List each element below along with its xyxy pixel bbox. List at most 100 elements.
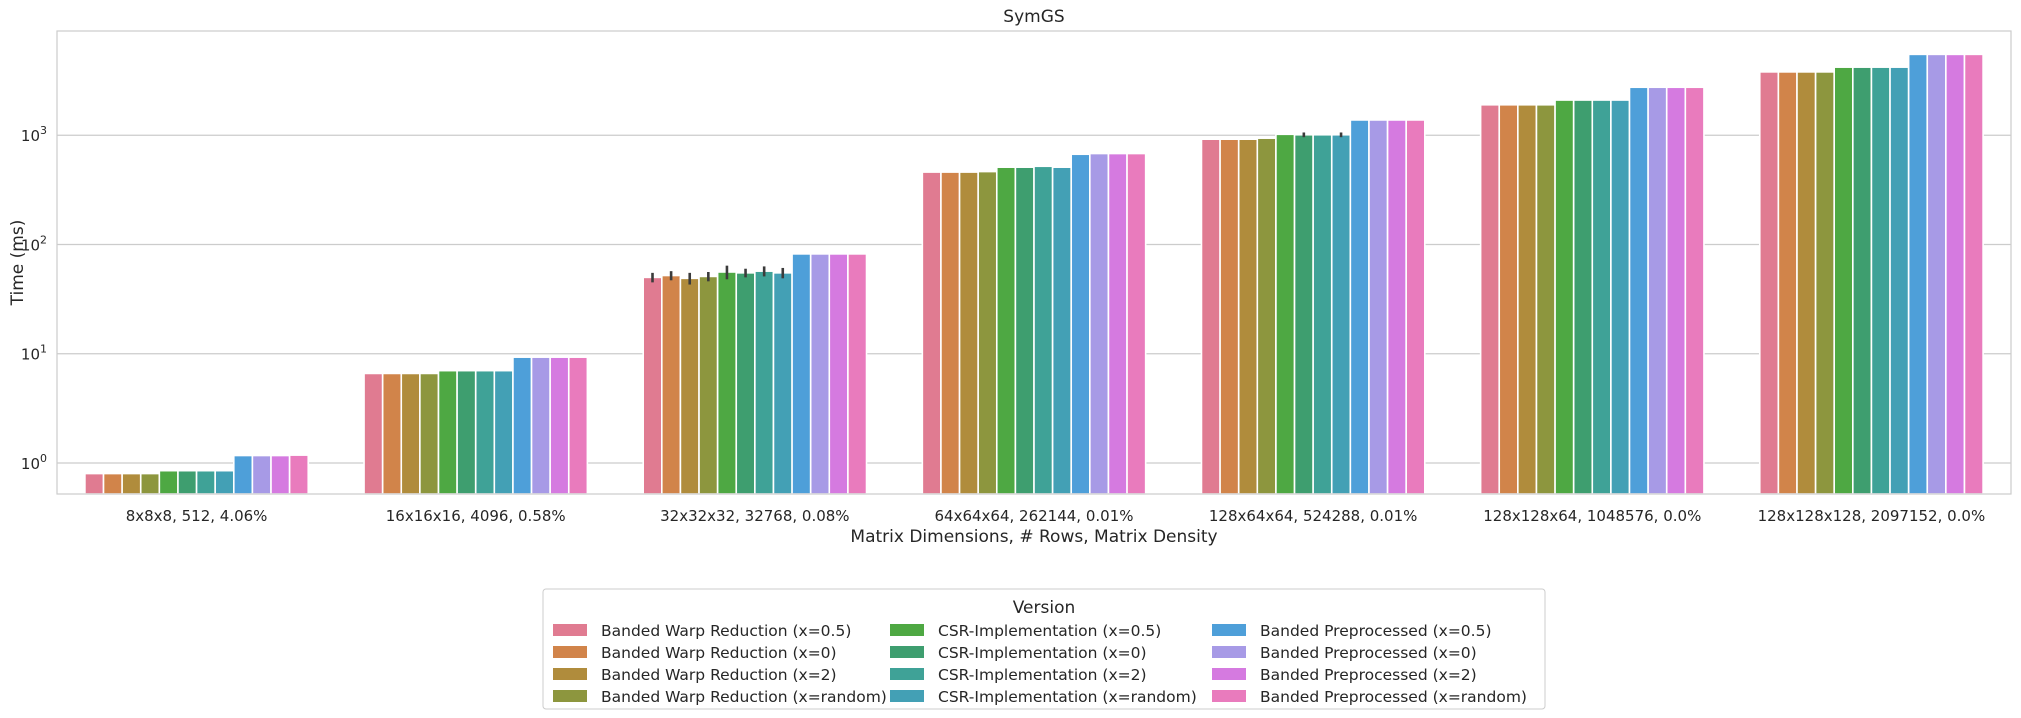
bar-9-3 bbox=[1089, 152, 1110, 495]
bar-1-0 bbox=[102, 472, 123, 495]
legend-swatch bbox=[890, 668, 924, 680]
bar-0-5 bbox=[1479, 103, 1501, 495]
bar-9-0 bbox=[251, 454, 272, 495]
bar-2-2 bbox=[679, 277, 700, 495]
bar-7-1 bbox=[493, 369, 514, 495]
y-axis: 100 101 102 103 bbox=[21, 124, 47, 473]
bar-9-1 bbox=[530, 356, 551, 495]
legend-title: Version bbox=[1013, 598, 1076, 618]
bar-0-0 bbox=[84, 472, 105, 495]
bar-0-3 bbox=[921, 171, 942, 495]
bar-8-0 bbox=[232, 454, 254, 495]
bar-6-3 bbox=[1033, 165, 1054, 495]
bar-10-3 bbox=[1107, 152, 1128, 495]
x-tick-label: 128x128x64, 1048576, 0.0% bbox=[1483, 507, 1701, 525]
bar-8-2 bbox=[791, 253, 812, 495]
x-tick-label: 128x128x128, 2097152, 0.0% bbox=[1758, 507, 1986, 525]
bar-2-6 bbox=[1796, 71, 1817, 495]
bar-2-5 bbox=[1517, 103, 1538, 495]
plot-frame bbox=[56, 30, 2012, 495]
bar-7-4 bbox=[1330, 133, 1352, 495]
x-tick-label: 64x64x64, 262144, 0.01% bbox=[935, 507, 1134, 525]
legend-swatch bbox=[1212, 668, 1246, 680]
bar-3-5 bbox=[1535, 103, 1556, 495]
bar-6-4 bbox=[1312, 133, 1333, 495]
legend-label: CSR-Implementation (x=2) bbox=[938, 666, 1147, 684]
bar-2-4 bbox=[1237, 138, 1259, 495]
legend-label: Banded Warp Reduction (x=2) bbox=[601, 666, 837, 684]
bar-11-5 bbox=[1684, 86, 1705, 495]
bar-10-4 bbox=[1386, 119, 1407, 495]
y-tick-label: 100 bbox=[21, 452, 47, 473]
legend-swatch bbox=[1212, 690, 1246, 702]
legend-swatch bbox=[553, 668, 587, 680]
bar-1-3 bbox=[940, 171, 961, 495]
bar-4-2 bbox=[716, 271, 738, 495]
bar-11-6 bbox=[1963, 53, 1984, 495]
bar-10-1 bbox=[549, 356, 570, 495]
bar-3-3 bbox=[977, 170, 998, 495]
bar-1-6 bbox=[1777, 71, 1798, 495]
bar-3-0 bbox=[139, 472, 161, 495]
bar-10-0 bbox=[270, 454, 291, 495]
bar-9-2 bbox=[809, 253, 831, 495]
bar-1-2 bbox=[661, 274, 682, 495]
bar-0-4 bbox=[1200, 138, 1221, 495]
bar-5-4 bbox=[1293, 133, 1314, 495]
legend-swatch bbox=[890, 690, 924, 702]
x-axis-label: Matrix Dimensions, # Rows, Matrix Densit… bbox=[850, 527, 1217, 547]
x-axis: 8x8x8, 512, 4.06% 16x16x16, 4096, 0.58% 32… bbox=[126, 507, 1986, 525]
legend-label: Banded Preprocessed (x=0) bbox=[1260, 644, 1477, 662]
bar-5-3 bbox=[1014, 166, 1035, 495]
bar-5-6 bbox=[1852, 66, 1873, 495]
bar-7-3 bbox=[1051, 166, 1073, 495]
bar-8-4 bbox=[1349, 119, 1370, 495]
legend-swatch bbox=[553, 624, 587, 636]
bar-5-0 bbox=[177, 469, 198, 495]
bar-0-6 bbox=[1758, 71, 1780, 495]
bar-10-5 bbox=[1665, 86, 1687, 495]
bar-11-3 bbox=[1126, 152, 1147, 495]
bar-4-1 bbox=[437, 369, 458, 495]
bar-6-6 bbox=[1870, 66, 1891, 495]
bar-11-0 bbox=[288, 454, 310, 495]
bar-1-1 bbox=[381, 372, 403, 495]
bar-4-4 bbox=[1275, 133, 1296, 495]
bar-11-4 bbox=[1405, 119, 1426, 495]
bar-8-6 bbox=[1907, 53, 1929, 495]
x-tick-label: 16x16x16, 4096, 0.58% bbox=[386, 507, 566, 525]
bar-11-1 bbox=[567, 356, 589, 495]
bar-5-2 bbox=[735, 272, 756, 495]
bar-3-1 bbox=[419, 372, 440, 495]
legend: Version Banded Warp Reduction (x=0.5) Ban… bbox=[542, 588, 1546, 710]
bar-9-4 bbox=[1368, 119, 1389, 495]
error-bars-layer bbox=[651, 132, 1343, 285]
bar-8-5 bbox=[1628, 86, 1649, 495]
y-tick-label: 101 bbox=[21, 343, 47, 364]
bar-7-5 bbox=[1610, 99, 1631, 495]
bar-6-5 bbox=[1591, 99, 1612, 495]
bar-2-3 bbox=[958, 171, 979, 495]
bar-11-2 bbox=[847, 253, 868, 495]
legend-label: Banded Warp Reduction (x=0) bbox=[601, 644, 837, 662]
bar-5-1 bbox=[456, 369, 477, 495]
bar-9-6 bbox=[1926, 53, 1947, 495]
bar-9-5 bbox=[1647, 86, 1668, 495]
bar-0-1 bbox=[363, 372, 384, 495]
bar-10-6 bbox=[1945, 53, 1966, 495]
bar-2-0 bbox=[121, 472, 142, 495]
bar-4-0 bbox=[158, 469, 179, 495]
legend-swatch bbox=[553, 690, 587, 702]
x-tick-label: 8x8x8, 512, 4.06% bbox=[126, 507, 268, 525]
bar-10-2 bbox=[828, 253, 849, 495]
bar-6-2 bbox=[754, 270, 775, 495]
bar-2-1 bbox=[400, 372, 421, 495]
bar-1-4 bbox=[1219, 138, 1240, 495]
bar-3-2 bbox=[698, 275, 719, 495]
bar-8-1 bbox=[512, 356, 533, 495]
bar-4-3 bbox=[995, 166, 1017, 495]
legend-swatch bbox=[1212, 646, 1246, 658]
legend-swatch bbox=[890, 646, 924, 658]
legend-swatch bbox=[1212, 624, 1246, 636]
legend-label: Banded Warp Reduction (x=random) bbox=[601, 688, 887, 706]
